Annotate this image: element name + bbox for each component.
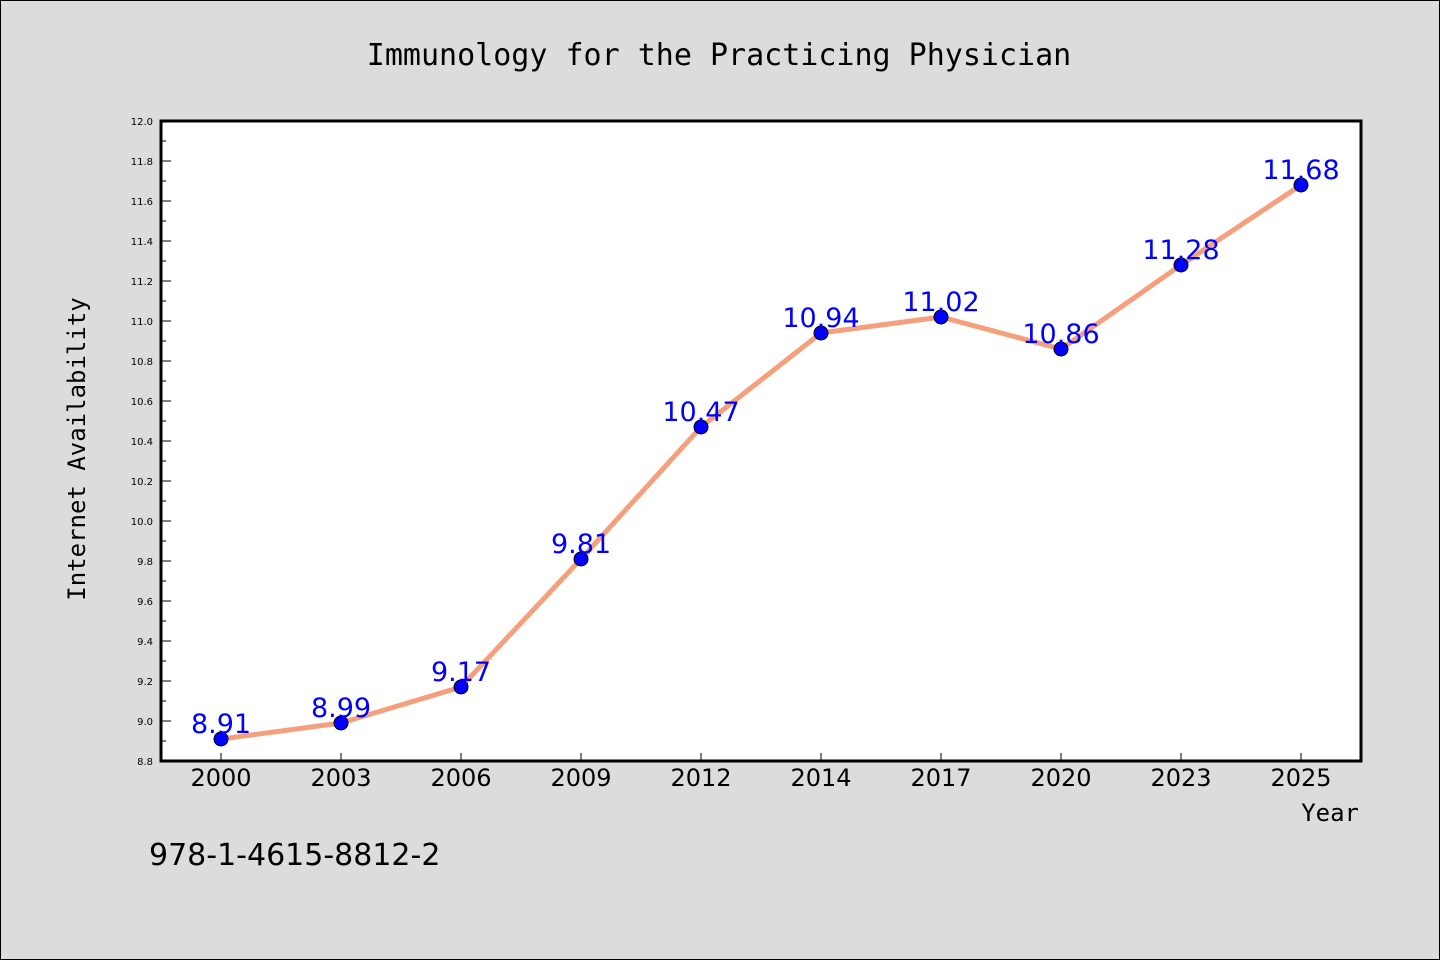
x-tick-label: 2020 [1030, 764, 1091, 792]
data-label: 11.68 [1262, 155, 1339, 186]
series-line [220, 182, 1303, 742]
data-label: 10.86 [1022, 319, 1099, 350]
y-tick-label: 8.8 [137, 757, 153, 768]
y-tick-label: 11.0 [131, 317, 153, 328]
x-axis: 2000 2003 2006 2009 2012 2014 2017 2020 2023 2025 [190, 753, 1332, 792]
y-tick-label: 9.6 [137, 597, 153, 608]
x-axis-title: Year [1301, 799, 1359, 827]
data-label: 10.47 [662, 397, 739, 428]
y-tick-label: 11.6 [131, 197, 153, 208]
data-label: 10.94 [782, 303, 859, 334]
data-point [1293, 177, 1309, 193]
y-tick-label: 10.8 [131, 357, 153, 368]
x-tick-label: 2009 [550, 764, 611, 792]
isbn-footnote: 978-1-4615-8812-2 [149, 838, 440, 873]
y-tick-label: 9.4 [137, 637, 153, 648]
data-point [693, 419, 709, 435]
x-tick-label: 2023 [1150, 764, 1211, 792]
x-tick-label: 2006 [430, 764, 491, 792]
y-tick-label: 9.8 [137, 557, 153, 568]
y-tick-label: 10.6 [131, 397, 153, 408]
data-label: 8.91 [191, 709, 251, 740]
data-point [1173, 257, 1189, 273]
y-tick-label: 10.2 [131, 477, 153, 488]
y-tick-label: 11.4 [131, 237, 153, 248]
y-tick-label: 9.2 [137, 677, 153, 688]
data-point [453, 679, 469, 695]
x-tick-label: 2017 [910, 764, 971, 792]
chart-title: Immunology for the Practicing Physician [367, 38, 1071, 73]
x-tick-label: 2000 [190, 764, 251, 792]
x-tick-label: 2003 [310, 764, 371, 792]
y-tick-label: 12.0 [131, 117, 153, 128]
data-point [813, 325, 829, 341]
data-point [213, 731, 229, 747]
data-label: 9.81 [551, 529, 611, 560]
data-label: 8.99 [311, 693, 371, 724]
data-label: 9.17 [431, 657, 491, 688]
y-tick-label: 11.2 [131, 277, 153, 288]
data-point [933, 309, 949, 325]
data-label: 11.02 [902, 287, 979, 318]
plot-area [159, 119, 1363, 763]
y-tick-label: 10.4 [131, 437, 153, 448]
data-point [1053, 341, 1069, 357]
x-tick-label: 2014 [790, 764, 851, 792]
series-markers [213, 177, 1309, 747]
y-tick-label: 10.0 [131, 517, 153, 528]
data-label: 11.28 [1142, 235, 1219, 266]
y-tick-label: 11.8 [131, 157, 153, 168]
y-axis: 8.8 9.0 9.2 9.4 9.6 9.8 10.0 10.2 10.4 10.6 10.8 11… [131, 117, 171, 768]
x-tick-label: 2025 [1270, 764, 1331, 792]
data-point [333, 715, 349, 731]
y-tick-label: 9.0 [137, 717, 153, 728]
y-axis-title: Internet Availability [63, 297, 91, 600]
data-labels: 8.91 8.99 9.17 9.81 10.47 10.94 11.02 10.86 11.2… [191, 155, 1340, 740]
data-point [573, 551, 589, 567]
x-tick-label: 2012 [670, 764, 731, 792]
